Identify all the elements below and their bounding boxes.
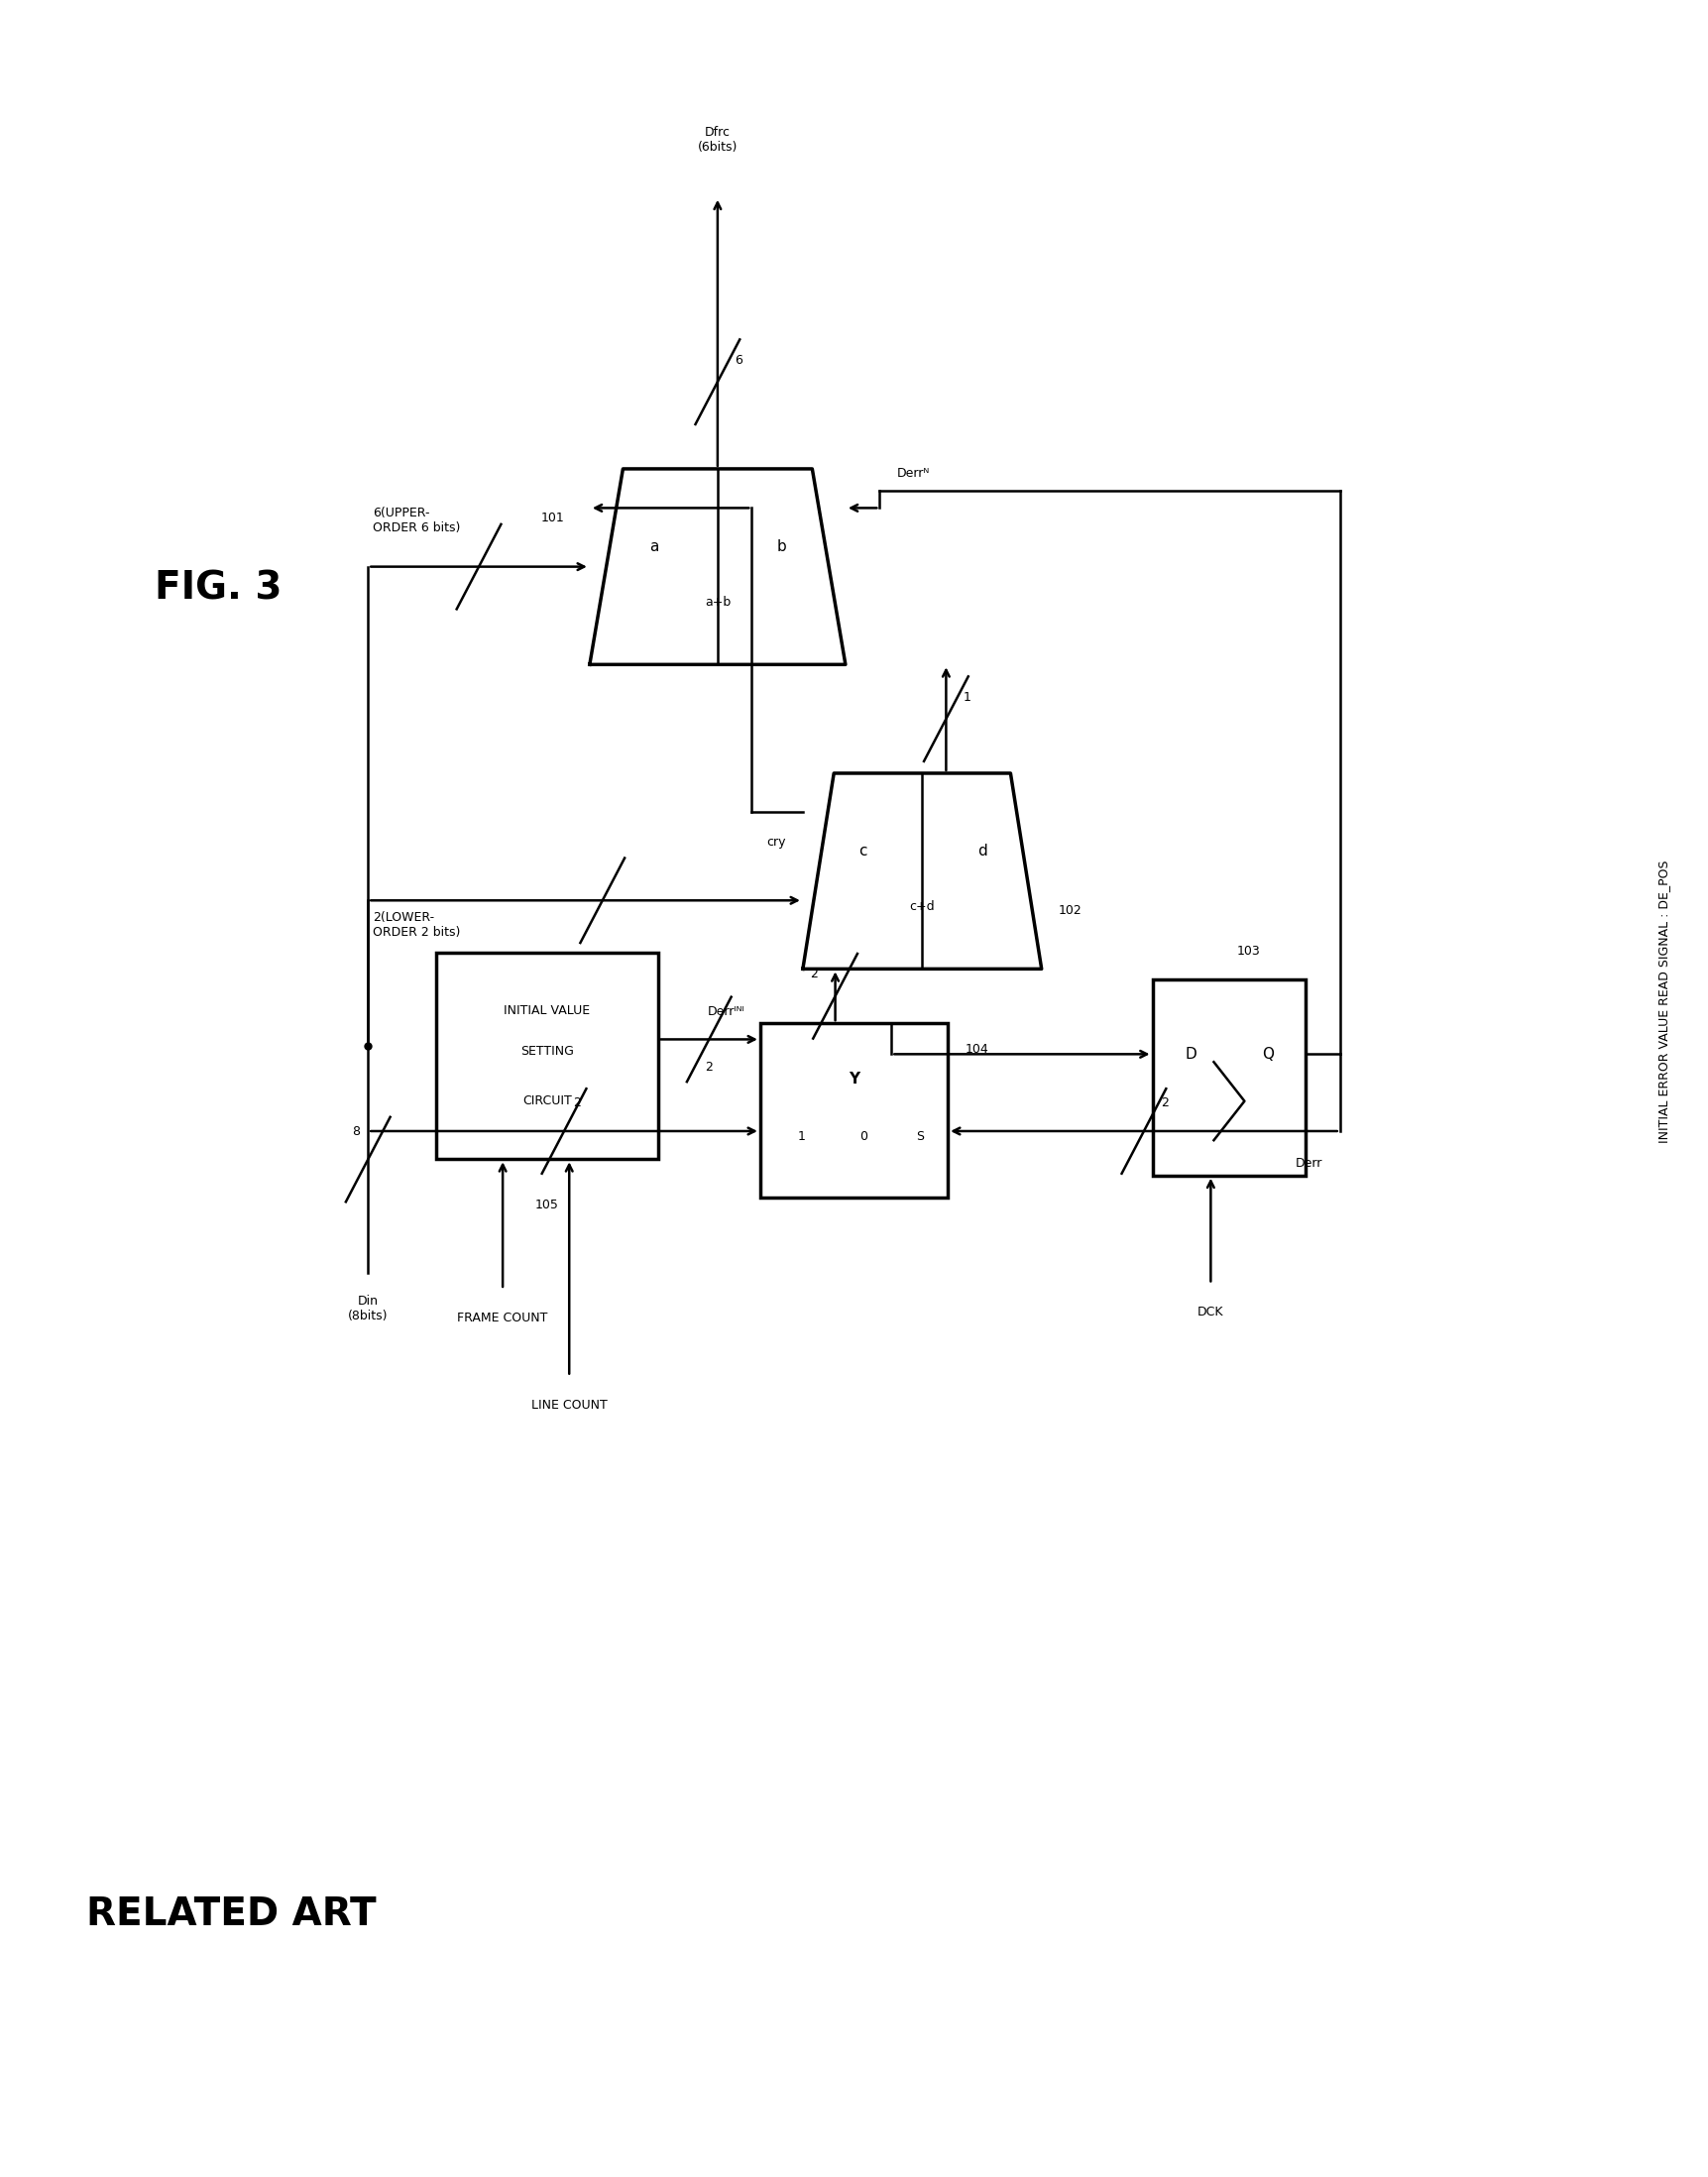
Text: 2: 2 xyxy=(810,969,818,982)
Bar xyxy=(1153,980,1307,1176)
Text: 8: 8 xyxy=(352,1126,359,1139)
Text: 6(UPPER-
ORDER 6 bits): 6(UPPER- ORDER 6 bits) xyxy=(372,507,461,533)
Text: Derr: Derr xyxy=(1296,1158,1324,1169)
Text: 1: 1 xyxy=(798,1130,806,1143)
Text: 105: 105 xyxy=(535,1197,559,1210)
Text: CIRCUIT: CIRCUIT xyxy=(523,1095,572,1108)
Text: RELATED ART: RELATED ART xyxy=(87,1896,377,1933)
Text: a: a xyxy=(649,540,658,555)
Text: 2: 2 xyxy=(1161,1097,1168,1110)
Text: INITIAL ERROR VALUE READ SIGNAL : DE_POS: INITIAL ERROR VALUE READ SIGNAL : DE_POS xyxy=(1657,860,1670,1143)
Text: Y: Y xyxy=(849,1071,859,1086)
Text: 101: 101 xyxy=(540,512,564,525)
Text: 2(LOWER-
ORDER 2 bits): 2(LOWER- ORDER 2 bits) xyxy=(372,912,461,938)
Text: Derrᴵᴺᴵ: Derrᴵᴺᴵ xyxy=(707,1006,745,1017)
Text: d: d xyxy=(977,845,987,860)
Text: Dfrc
(6bits): Dfrc (6bits) xyxy=(697,126,738,155)
Text: a+b: a+b xyxy=(705,596,731,607)
Text: 102: 102 xyxy=(1059,903,1083,917)
Text: 1: 1 xyxy=(963,690,970,703)
Text: Derrᴺ: Derrᴺ xyxy=(897,466,929,479)
Text: DCK: DCK xyxy=(1197,1306,1225,1319)
Bar xyxy=(436,954,658,1158)
Text: FIG. 3: FIG. 3 xyxy=(155,570,282,607)
Text: S: S xyxy=(915,1130,924,1143)
Text: SETTING: SETTING xyxy=(521,1045,574,1058)
Text: 0: 0 xyxy=(859,1130,868,1143)
Text: 6: 6 xyxy=(734,353,743,366)
Text: c: c xyxy=(859,845,866,860)
Text: 2: 2 xyxy=(705,1060,712,1073)
Text: D: D xyxy=(1185,1047,1197,1062)
Text: 103: 103 xyxy=(1237,945,1261,958)
Text: cry: cry xyxy=(767,836,786,849)
Bar xyxy=(760,1023,948,1197)
Text: c+d: c+d xyxy=(909,899,934,912)
Text: 2: 2 xyxy=(572,1097,581,1110)
Text: Din
(8bits): Din (8bits) xyxy=(348,1295,388,1324)
Text: FRAME COUNT: FRAME COUNT xyxy=(458,1311,548,1324)
Text: INITIAL VALUE: INITIAL VALUE xyxy=(504,1004,591,1017)
Text: Q: Q xyxy=(1262,1047,1274,1062)
Text: b: b xyxy=(777,540,786,555)
Text: LINE COUNT: LINE COUNT xyxy=(531,1398,608,1411)
Text: 104: 104 xyxy=(965,1043,989,1056)
